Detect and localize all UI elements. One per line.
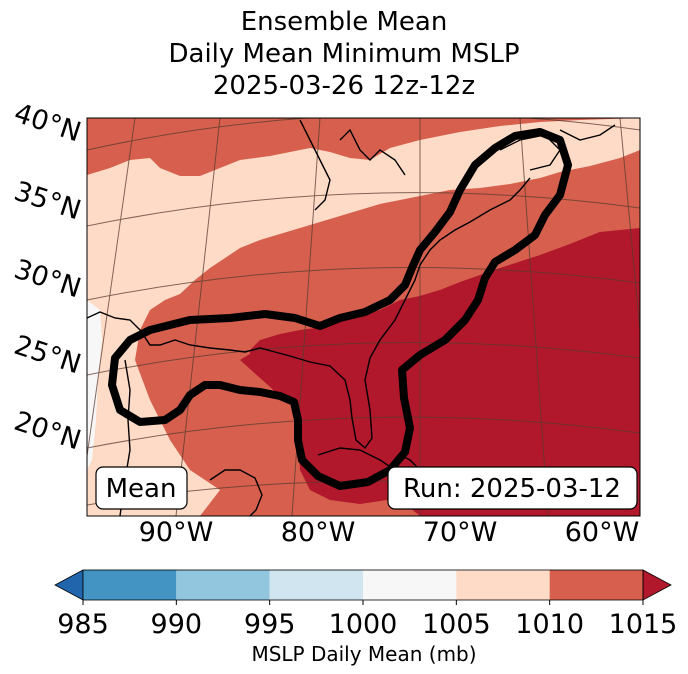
colorbar-tick-label: 995 (244, 609, 296, 640)
lon-tick-label: 80°W (281, 517, 356, 548)
run-box (387, 466, 638, 510)
lat-tick-label: 30°N (10, 254, 84, 305)
lat-tick-label: 20°N (10, 406, 84, 457)
colorbar-segment (176, 570, 270, 600)
colorbar-segment (456, 570, 550, 600)
lat-tick-label: 40°N (10, 98, 84, 149)
colorbar-segment (269, 570, 363, 600)
lat-tick-label: 25°N (10, 330, 84, 381)
field-region-1005 (87, 118, 640, 516)
colorbar-tick-label: 985 (57, 609, 109, 640)
mean-label: Mean (106, 474, 177, 504)
mean-box (95, 466, 188, 510)
colorbar-segment (549, 570, 643, 600)
colorbar-tick-label: 1005 (422, 609, 491, 640)
title-line-2: Daily Mean Minimum MSLP (168, 39, 520, 69)
colorbar (54, 569, 672, 601)
lon-tick-label: 90°W (139, 517, 214, 548)
colorbar-segment (83, 570, 177, 600)
colorbar-segment (363, 570, 457, 600)
field-region-gulf-over (240, 228, 640, 516)
colorbar-extend-under (54, 569, 84, 601)
colorbar-tick-label: 990 (151, 609, 203, 640)
contour-line (108, 128, 572, 490)
map-frame (86, 117, 641, 517)
colorbar-extend-over (642, 569, 672, 601)
colorbar-tick-label: 1000 (329, 609, 398, 640)
colorbar-tick-label: 1010 (515, 609, 584, 640)
colorbar-tick-label: 1015 (609, 609, 678, 640)
title-line-3: 2025-03-26 12z-12z (212, 71, 476, 101)
map-area (87, 118, 640, 516)
lon-tick-label: 60°W (565, 517, 640, 548)
lon-tick-label: 70°W (423, 517, 498, 548)
run-label: Run: 2025-03-12 (403, 474, 621, 504)
colorbar-label: MSLP Daily Mean (mb) (251, 642, 476, 666)
lat-tick-label: 35°N (10, 176, 84, 227)
title-line-1: Ensemble Mean (240, 7, 448, 37)
